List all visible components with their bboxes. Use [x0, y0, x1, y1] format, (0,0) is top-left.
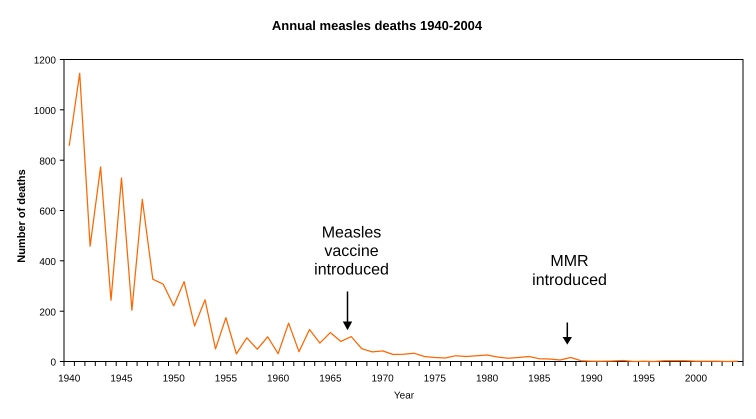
svg-text:1200: 1200	[34, 56, 57, 67]
svg-text:1985: 1985	[528, 373, 551, 384]
svg-text:800: 800	[39, 156, 56, 167]
svg-text:400: 400	[39, 257, 56, 268]
svg-text:0: 0	[50, 358, 56, 369]
svg-text:introduced: introduced	[314, 262, 389, 279]
svg-text:1960: 1960	[267, 373, 290, 384]
svg-text:1940: 1940	[58, 373, 81, 384]
svg-text:2000: 2000	[685, 373, 708, 384]
svg-text:1950: 1950	[163, 373, 186, 384]
svg-text:1000: 1000	[34, 106, 57, 117]
svg-text:1970: 1970	[371, 373, 394, 384]
svg-text:Number of deaths: Number of deaths	[16, 169, 28, 263]
svg-text:1955: 1955	[215, 373, 238, 384]
svg-text:1995: 1995	[633, 373, 656, 384]
svg-text:1990: 1990	[580, 373, 603, 384]
svg-text:1975: 1975	[424, 373, 447, 384]
svg-text:1980: 1980	[476, 373, 499, 384]
svg-text:vaccine: vaccine	[324, 243, 378, 260]
svg-text:1945: 1945	[110, 373, 133, 384]
svg-text:Measles: Measles	[322, 225, 382, 242]
svg-text:MMR: MMR	[550, 253, 588, 270]
svg-text:200: 200	[39, 307, 56, 318]
svg-text:introduced: introduced	[532, 272, 607, 289]
svg-text:Annual measles deaths 1940-200: Annual measles deaths 1940-2004	[272, 18, 483, 33]
svg-text:Year: Year	[394, 391, 415, 402]
svg-text:600: 600	[39, 207, 56, 218]
svg-text:1965: 1965	[319, 373, 342, 384]
